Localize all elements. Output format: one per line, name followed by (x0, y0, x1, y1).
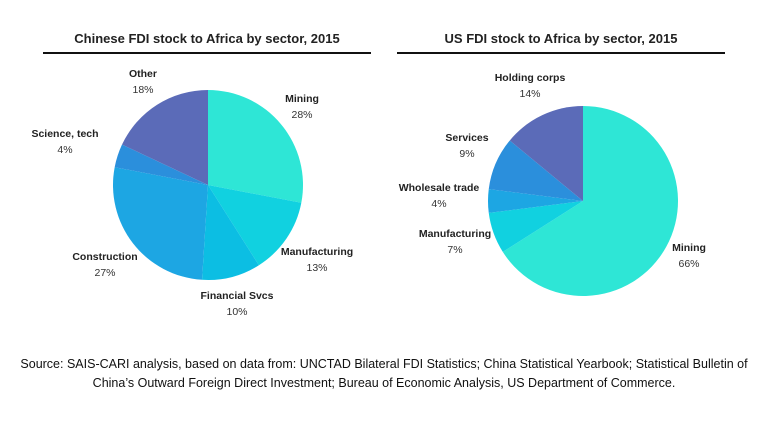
pie-slice-mining (502, 106, 679, 296)
slice-label: Mining (285, 93, 319, 105)
pie-slice-science-tech (114, 144, 208, 185)
slice-label: Wholesale trade (399, 182, 480, 194)
chart-title: US FDI stock to Africa by sector, 2015 (444, 31, 678, 46)
source-note: Source: SAIS-CARI analysis, based on dat… (20, 357, 748, 390)
pie-slice-mining (208, 90, 304, 203)
pie-slice-financial-svcs (202, 185, 259, 280)
slice-percent: 4% (57, 144, 72, 156)
slice-label: Manufacturing (281, 246, 353, 258)
slice-label: Mining (672, 242, 706, 254)
chinese-fdi-pie: Mining 28% Manufacturing 13% Financial Svcs 1… (31, 68, 353, 318)
pie-slice-services (488, 140, 583, 201)
slice-percent: 7% (447, 244, 462, 256)
us-fdi-pie: Mining 66% Manufacturing 7% Wholesale trade 4… (399, 72, 706, 296)
pie-slice-construction (112, 167, 208, 280)
slice-label: Holding corps (495, 72, 566, 84)
slice-label: Other (129, 68, 157, 80)
slice-label: Manufacturing (419, 228, 491, 240)
slice-label: Financial Svcs (201, 290, 274, 302)
slice-percent: 66% (678, 258, 699, 270)
title-underline (397, 52, 725, 54)
slice-label: Construction (72, 251, 137, 263)
title-underline (43, 52, 371, 54)
pie-slice-holding-corps (509, 106, 583, 201)
pie-slice-wholesale-trade (488, 189, 583, 213)
slice-percent: 14% (519, 88, 540, 100)
pie-slice-other (122, 89, 208, 185)
slice-percent: 9% (459, 148, 474, 160)
slice-percent: 27% (94, 267, 115, 279)
chart-title: Chinese FDI stock to Africa by sector, 2… (74, 31, 340, 46)
slice-percent: 18% (132, 84, 153, 96)
chinese-fdi-chart: Chinese FDI stock to Africa by sector, 2… (31, 0, 371, 340)
pie-slice-manufacturing (488, 201, 583, 252)
slice-percent: 28% (291, 109, 312, 121)
pie-slice-manufacturing (208, 185, 302, 266)
slice-label: Services (445, 132, 488, 144)
slice-percent: 10% (226, 306, 247, 318)
slice-label: Science, tech (31, 128, 98, 140)
us-fdi-chart: US FDI stock to Africa by sector, 2015 M… (397, 0, 725, 340)
slice-percent: 13% (306, 262, 327, 274)
slice-percent: 4% (431, 198, 446, 210)
